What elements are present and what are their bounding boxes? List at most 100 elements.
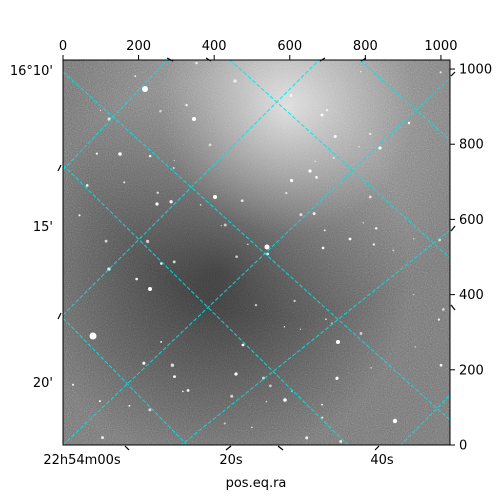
star bbox=[230, 394, 234, 398]
grid-line bbox=[63, 77, 450, 445]
star bbox=[335, 376, 339, 380]
star bbox=[332, 156, 335, 159]
star bbox=[305, 436, 309, 440]
star bbox=[339, 440, 343, 443]
world-tick-mark bbox=[124, 445, 130, 451]
world-tick-mark bbox=[277, 445, 284, 451]
star bbox=[71, 383, 75, 386]
star bbox=[160, 340, 163, 343]
star bbox=[336, 340, 340, 344]
star bbox=[185, 103, 188, 107]
star bbox=[262, 376, 265, 380]
star bbox=[293, 299, 296, 303]
top-tick-label: 800 bbox=[353, 39, 378, 54]
star bbox=[299, 328, 301, 330]
star bbox=[156, 191, 159, 194]
star bbox=[265, 400, 268, 403]
star bbox=[413, 238, 415, 240]
x-axis-label: pos.eq.ra bbox=[226, 476, 287, 491]
star bbox=[199, 204, 202, 206]
grid-line bbox=[180, 229, 450, 445]
star bbox=[186, 388, 190, 392]
grid-line bbox=[229, 60, 450, 259]
star bbox=[123, 181, 126, 184]
plot-frame bbox=[62, 59, 451, 446]
dec-tick-label: 20' bbox=[33, 376, 53, 391]
star bbox=[264, 244, 270, 250]
star bbox=[285, 192, 288, 195]
star bbox=[142, 361, 146, 365]
top-tick-label: 400 bbox=[202, 39, 227, 54]
world-tick-mark bbox=[450, 304, 456, 311]
right-tick-label: 400 bbox=[459, 288, 484, 303]
right-tick-label: 200 bbox=[459, 363, 484, 378]
world-tick-mark bbox=[166, 57, 174, 62]
star bbox=[195, 61, 198, 65]
star bbox=[360, 71, 362, 73]
world-tick-mark bbox=[450, 71, 456, 77]
star bbox=[320, 113, 324, 117]
star bbox=[392, 249, 395, 252]
ra-tick-label: 20s bbox=[219, 453, 243, 468]
star bbox=[98, 400, 101, 403]
star bbox=[359, 332, 363, 335]
star bbox=[414, 346, 416, 348]
star bbox=[142, 86, 148, 92]
world-axis-ticks: 22h54m00s 20s 40s 16°10' 15' 20' bbox=[10, 57, 456, 468]
star bbox=[333, 135, 337, 139]
star bbox=[134, 75, 137, 78]
star bbox=[325, 108, 329, 112]
star bbox=[128, 404, 131, 407]
world-tick-mark bbox=[57, 312, 62, 320]
star bbox=[358, 146, 360, 148]
star bbox=[78, 214, 81, 217]
star bbox=[213, 195, 217, 199]
star bbox=[407, 121, 411, 125]
star bbox=[104, 239, 108, 243]
star bbox=[368, 195, 372, 199]
star bbox=[392, 418, 398, 424]
star bbox=[251, 426, 253, 429]
star bbox=[99, 109, 102, 112]
star bbox=[172, 260, 176, 264]
top-tick-label: 0 bbox=[59, 39, 67, 54]
star bbox=[169, 200, 173, 204]
star bbox=[170, 363, 175, 367]
world-tick-mark bbox=[205, 57, 212, 62]
coordinate-grid bbox=[63, 60, 450, 445]
star bbox=[220, 225, 222, 227]
top-tick-label: 1000 bbox=[424, 39, 457, 54]
star bbox=[370, 366, 372, 369]
dec-tick-label: 16°10' bbox=[10, 64, 53, 79]
star bbox=[241, 343, 245, 347]
ra-tick-label: 22h54m00s bbox=[43, 453, 121, 468]
star bbox=[173, 159, 175, 162]
star bbox=[101, 436, 105, 440]
star bbox=[223, 422, 226, 425]
ra-tick-label: 40s bbox=[370, 453, 394, 468]
star bbox=[146, 239, 150, 243]
star bbox=[321, 403, 323, 406]
world-tick-mark bbox=[57, 164, 62, 172]
star bbox=[234, 372, 238, 376]
star bbox=[439, 363, 443, 367]
star bbox=[148, 408, 152, 412]
world-tick-mark bbox=[319, 57, 326, 62]
star bbox=[362, 222, 364, 224]
star bbox=[118, 152, 122, 156]
star bbox=[372, 243, 376, 246]
star bbox=[135, 277, 138, 281]
star bbox=[439, 71, 442, 74]
star bbox=[148, 287, 152, 291]
image-area bbox=[63, 60, 450, 445]
star bbox=[235, 255, 238, 259]
star bbox=[266, 252, 270, 256]
star bbox=[312, 212, 316, 216]
star bbox=[321, 246, 325, 250]
star bbox=[155, 202, 159, 206]
star bbox=[314, 160, 316, 163]
star-field bbox=[71, 61, 445, 443]
star bbox=[283, 398, 287, 402]
star bbox=[308, 169, 312, 173]
star bbox=[325, 318, 327, 320]
